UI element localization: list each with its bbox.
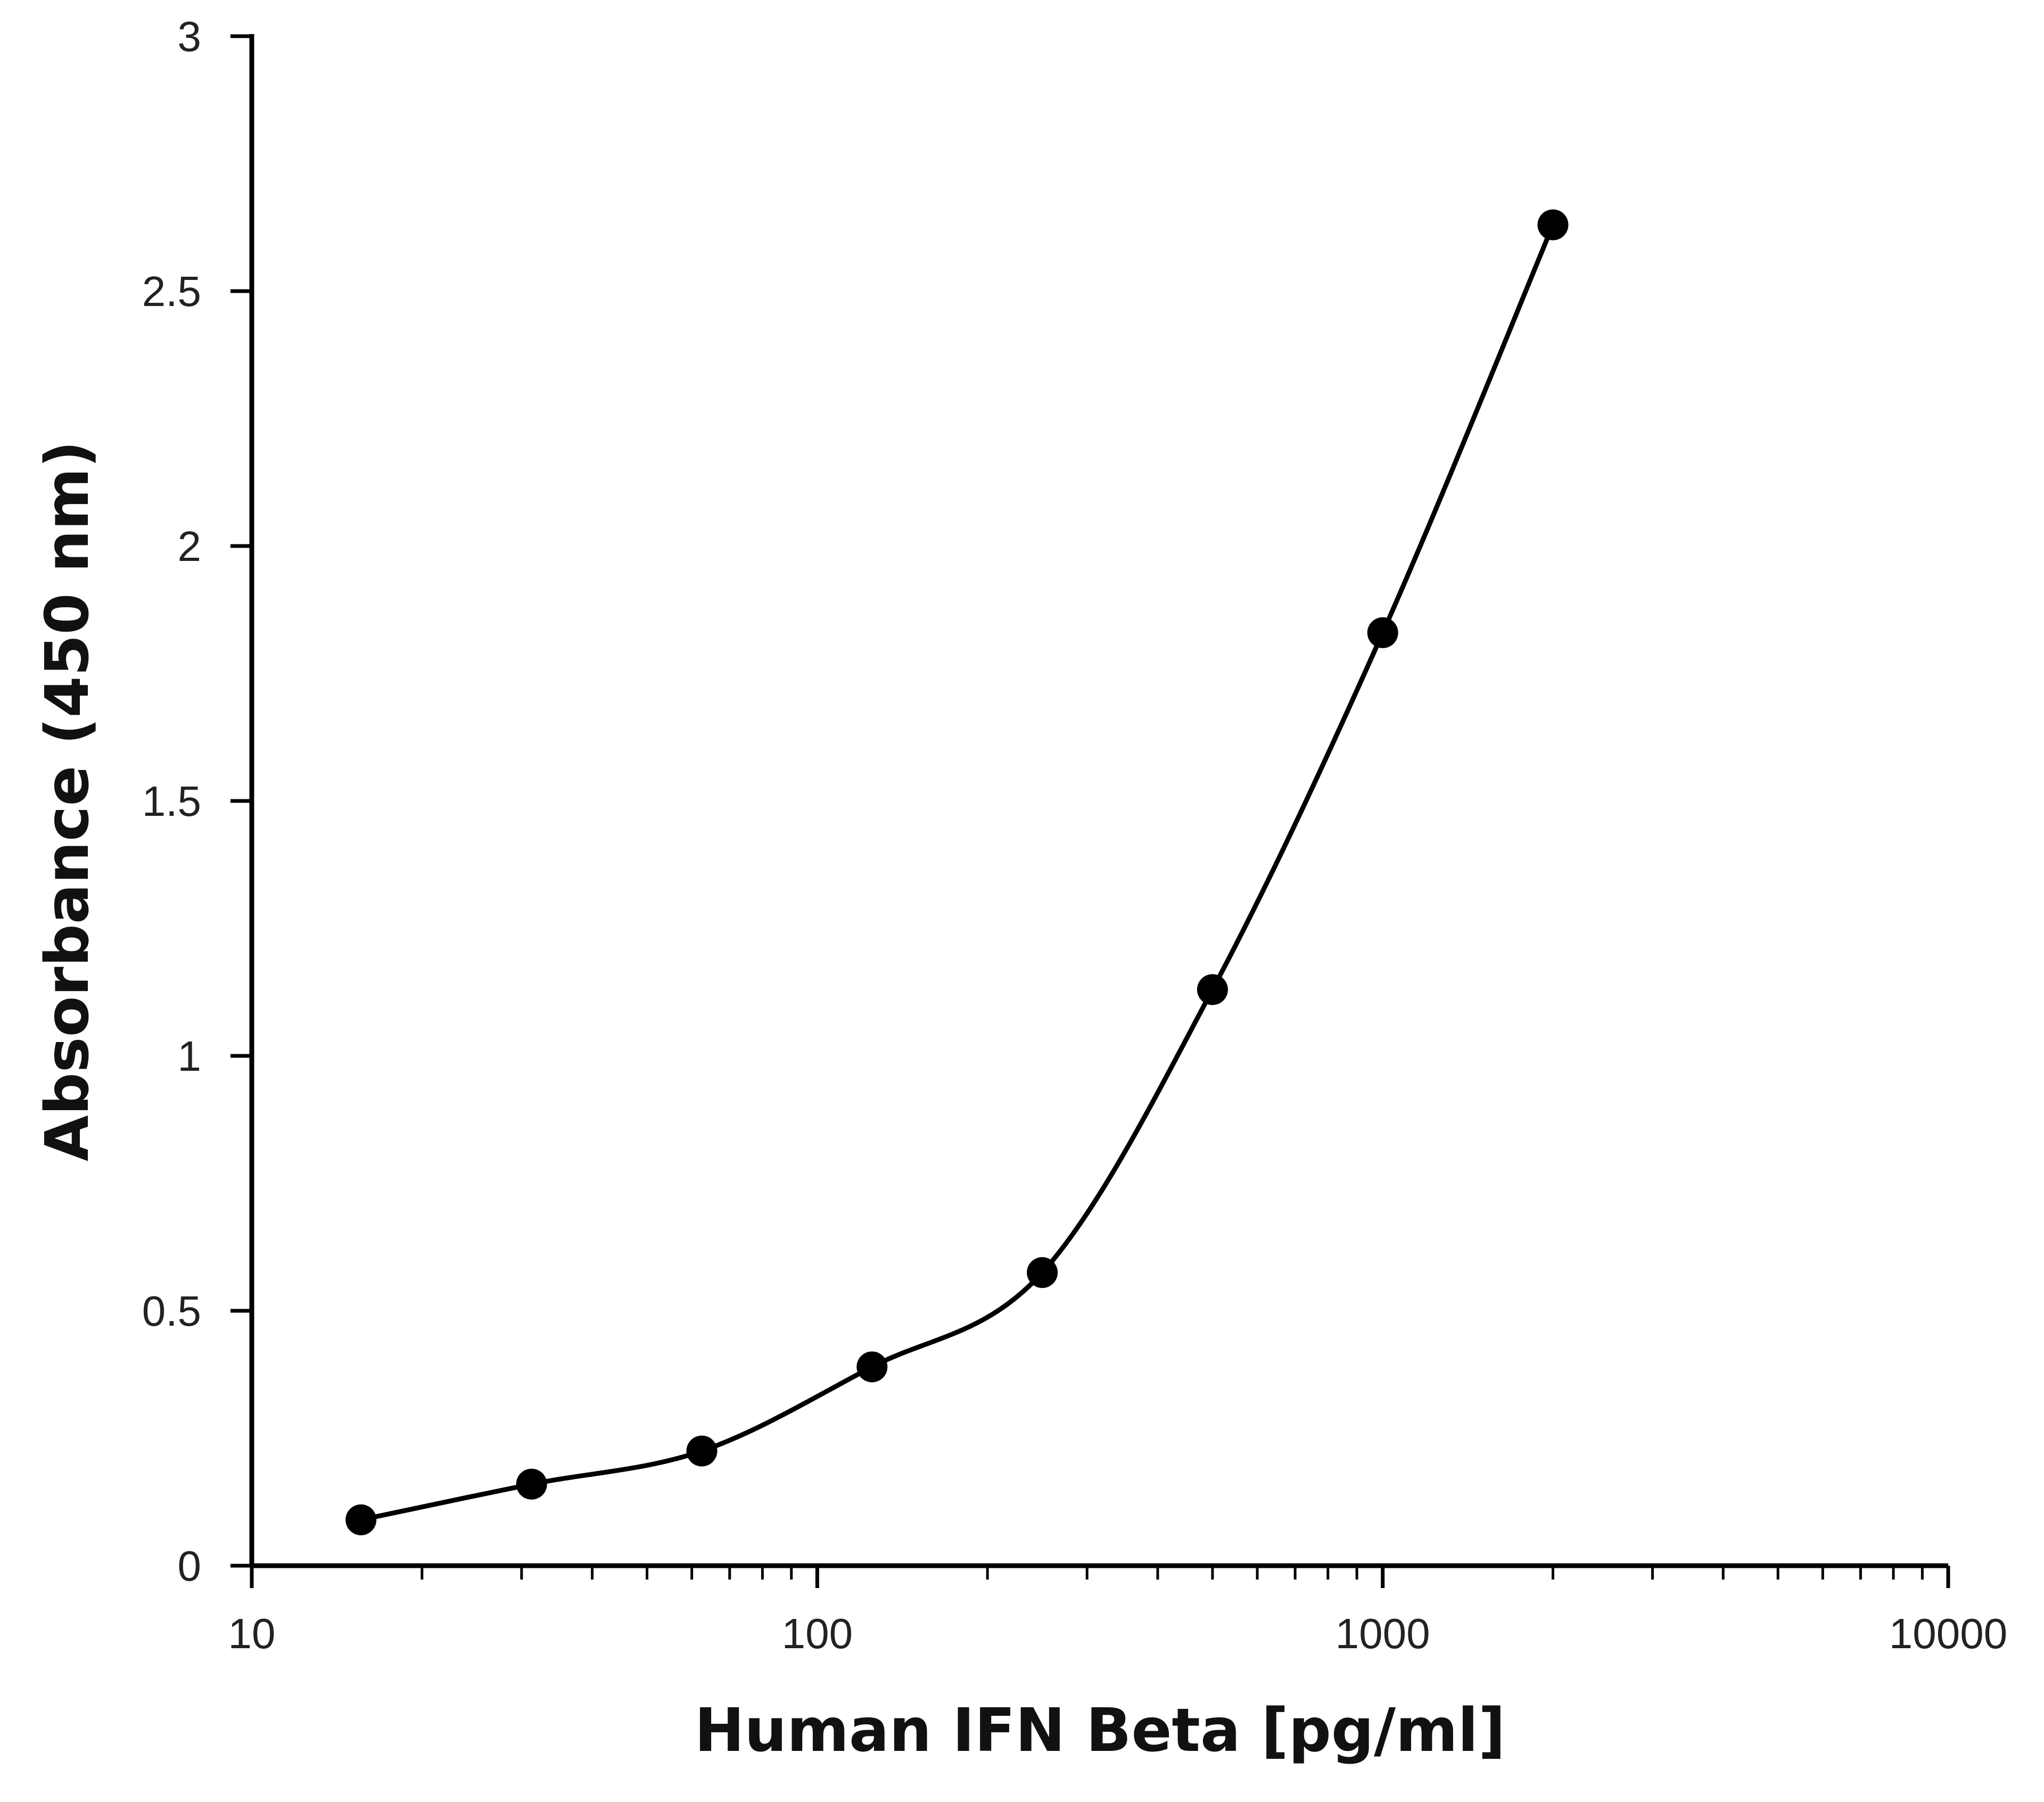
y-tick-label: 0 bbox=[178, 1542, 202, 1590]
data-point bbox=[516, 1468, 547, 1500]
data-point bbox=[1197, 974, 1228, 1005]
x-tick-label: 10000 bbox=[1889, 1610, 2007, 1657]
y-tick-label: 0.5 bbox=[142, 1287, 201, 1335]
data-point bbox=[1537, 209, 1569, 241]
y-tick-label: 2 bbox=[178, 523, 202, 570]
x-axis-title: Human IFN Beta [pg/ml] bbox=[695, 1696, 1506, 1765]
x-tick-label: 1000 bbox=[1336, 1610, 1430, 1657]
data-points bbox=[345, 209, 1569, 1535]
data-point bbox=[1027, 1257, 1058, 1288]
data-point bbox=[686, 1435, 718, 1467]
x-tick-label: 100 bbox=[782, 1610, 853, 1657]
y-tick-label: 2.5 bbox=[142, 268, 201, 315]
y-tick-label: 1 bbox=[178, 1032, 202, 1080]
y-tick-label: 3 bbox=[178, 13, 202, 60]
series-line bbox=[358, 222, 1555, 1523]
y-tick-label: 1.5 bbox=[142, 778, 201, 825]
y-axis-ticks: 0 0.5 1 1.5 2 2.5 3 bbox=[142, 13, 252, 1590]
data-point bbox=[1367, 617, 1398, 648]
data-point bbox=[856, 1351, 888, 1383]
y-axis-title: Absorbance (450 nm) bbox=[33, 441, 102, 1161]
x-tick-label: 10 bbox=[228, 1610, 276, 1657]
data-point bbox=[345, 1504, 377, 1535]
x-axis-ticks: 10 100 1000 10000 bbox=[228, 1566, 2007, 1657]
